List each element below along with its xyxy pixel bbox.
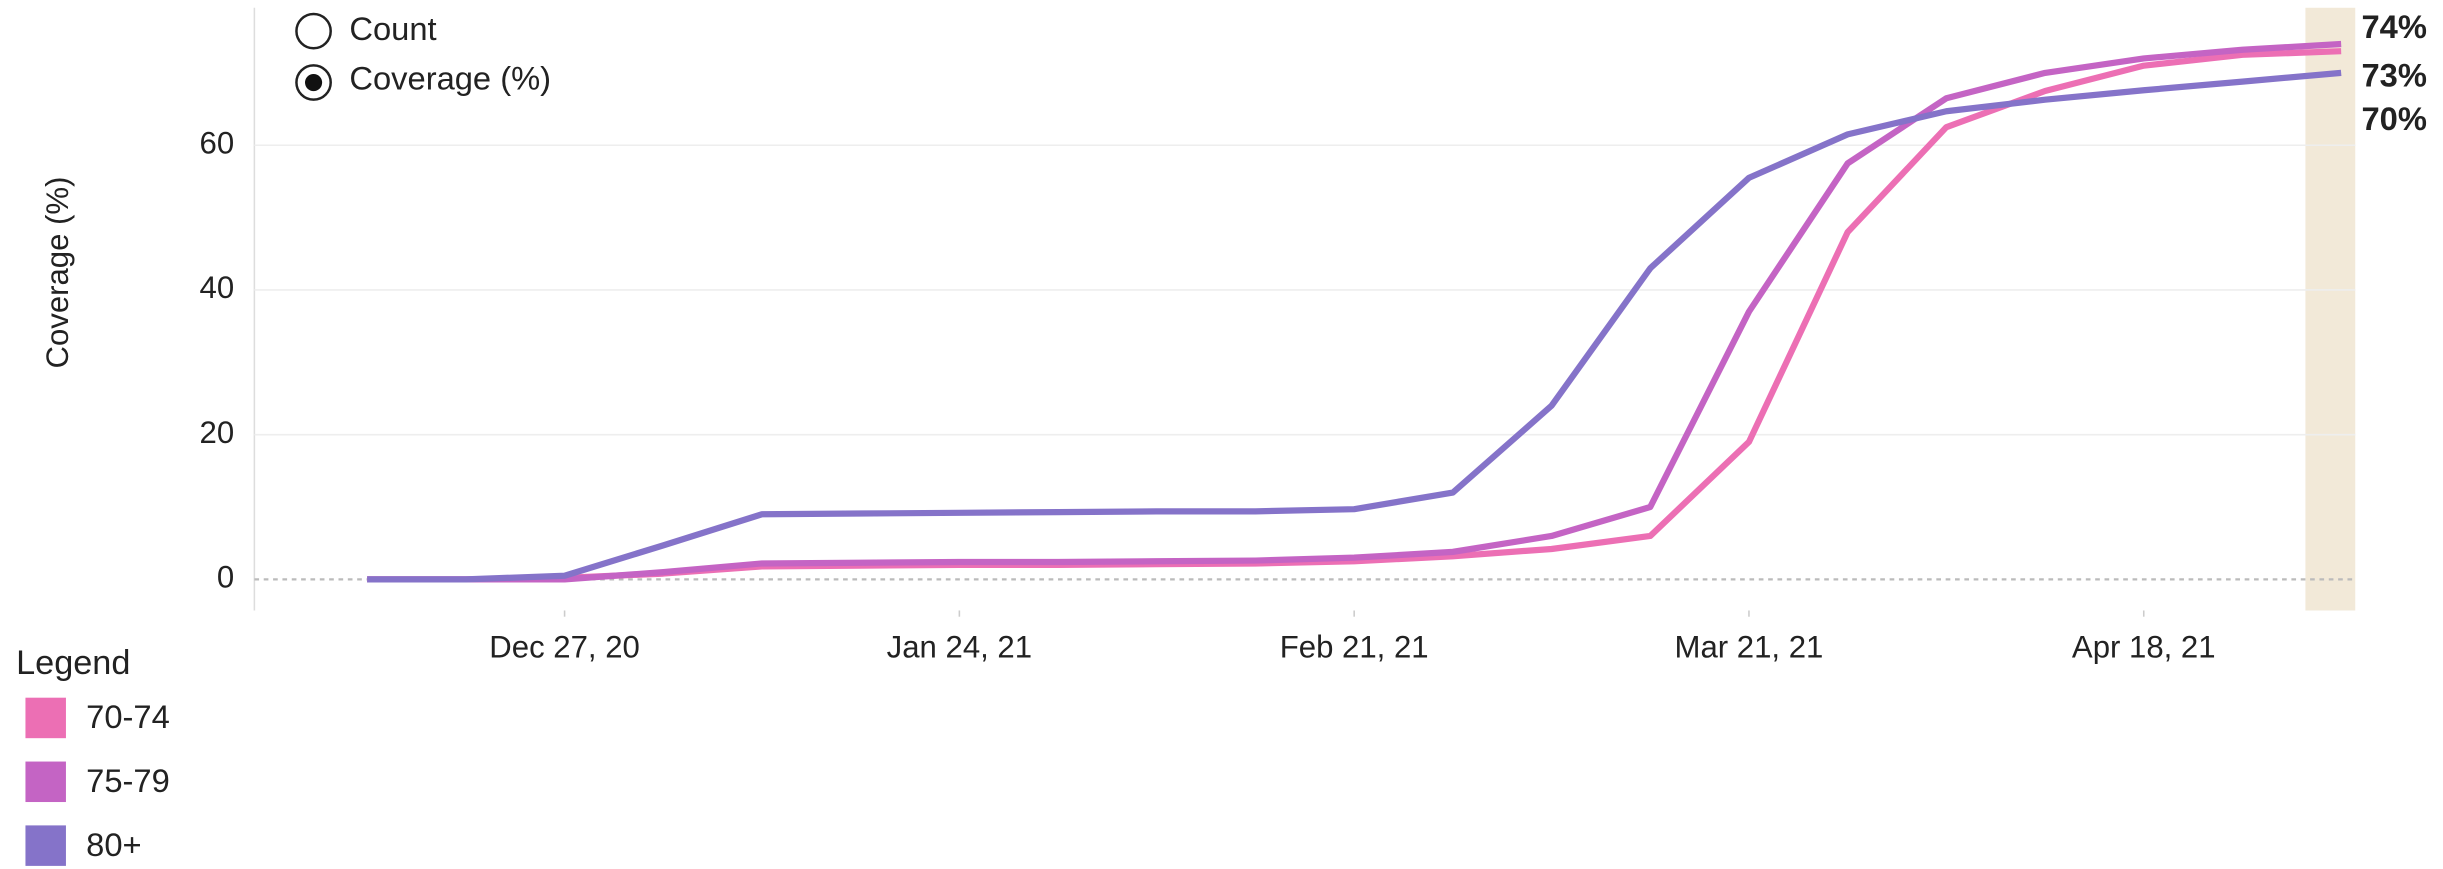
x-tick-label: Feb 21, 21 — [1280, 630, 1429, 665]
value-label: 73% — [2361, 57, 2426, 94]
y-tick-label: 60 — [200, 125, 235, 160]
value-label: 74% — [2361, 8, 2426, 45]
y-tick-label: 40 — [200, 270, 235, 305]
radio-coverage[interactable]: Coverage (%) — [295, 60, 551, 101]
x-tick-label: Mar 21, 21 — [1675, 630, 1824, 665]
radio-label[interactable]: Coverage (%) — [349, 60, 551, 97]
y-tick-label: 0 — [217, 560, 234, 595]
x-tick-label: Apr 18, 21 — [2072, 630, 2216, 665]
legend-swatch — [25, 697, 66, 739]
radio-count[interactable]: Count — [295, 10, 437, 50]
radio-label[interactable]: Count — [349, 10, 436, 47]
legend-swatch — [25, 825, 66, 866]
radio-button[interactable] — [295, 12, 332, 50]
legend-swatch — [25, 761, 66, 803]
radio-selected-dot — [305, 73, 323, 92]
y-tick-label: 20 — [200, 415, 235, 450]
hover-highlight — [2305, 7, 2356, 611]
legend-label: 70-74 — [86, 698, 170, 735]
x-tick-label: Jan 24, 21 — [887, 630, 1032, 665]
legend-label: 75-79 — [86, 762, 170, 799]
series-line — [367, 69, 2342, 583]
legend-title: Legend — [16, 644, 130, 682]
y-axis-title: Coverage (%) — [40, 177, 75, 369]
value-label: 70% — [2361, 100, 2426, 137]
series-line — [367, 40, 2342, 583]
x-tick-label: Dec 27, 20 — [489, 630, 640, 665]
series-line — [367, 48, 2342, 583]
legend-label: 80+ — [86, 826, 141, 863]
